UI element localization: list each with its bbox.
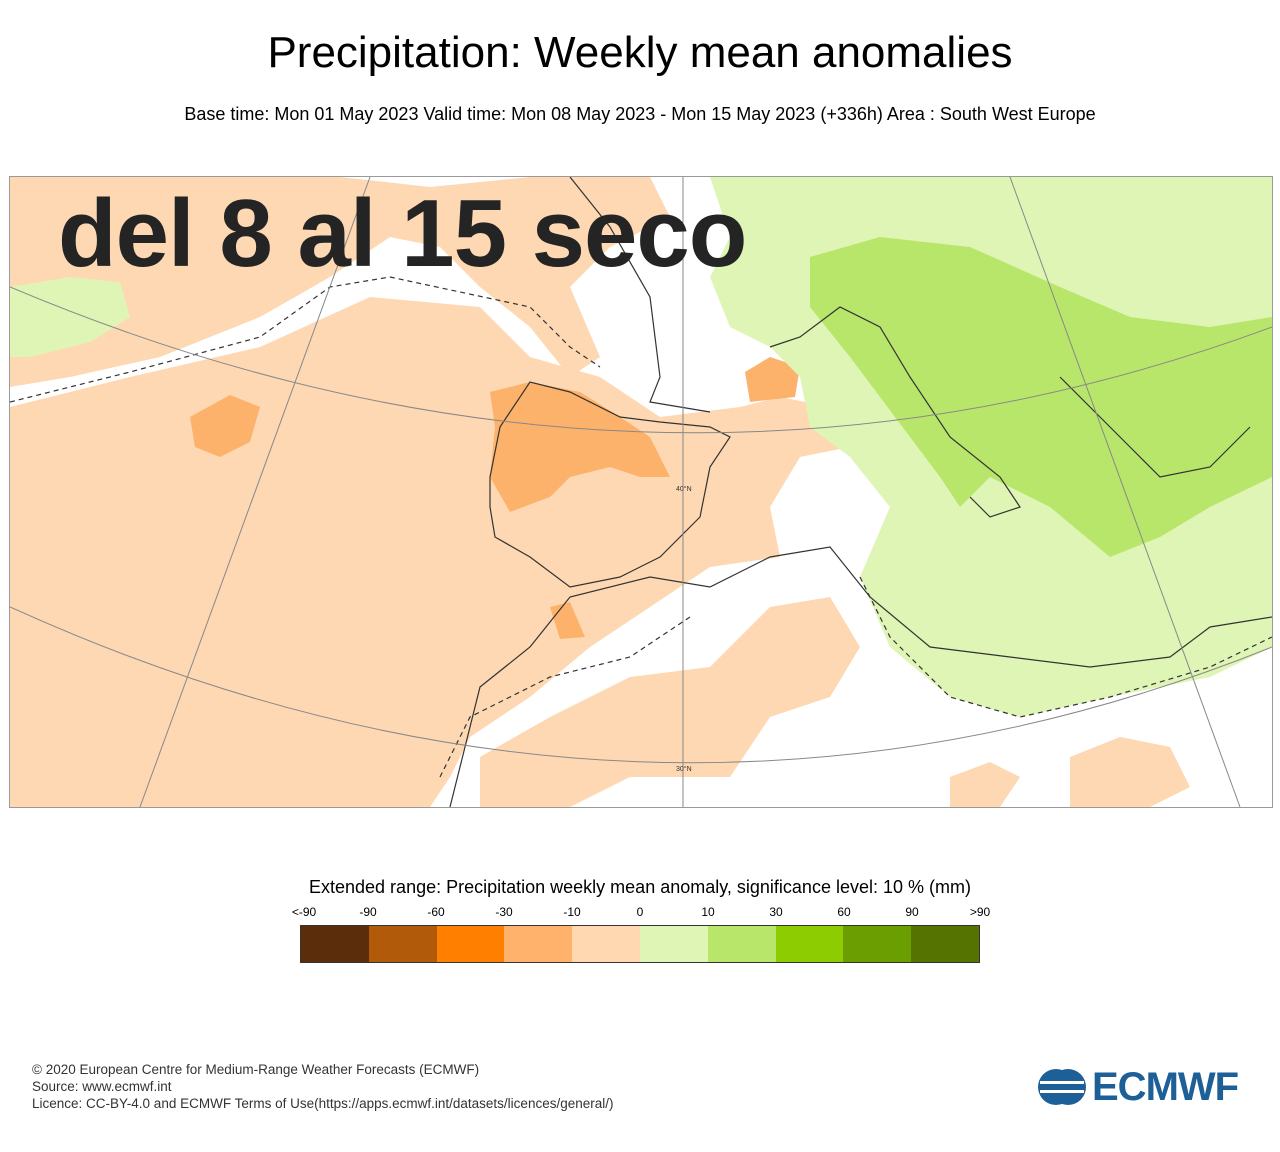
copyright-line: © 2020 European Centre for Medium-Range … bbox=[32, 1062, 480, 1077]
source-line: Source: www.ecmwf.int bbox=[32, 1079, 172, 1094]
chart-title: Precipitation: Weekly mean anomalies bbox=[267, 28, 1013, 77]
color-scale-swatch bbox=[707, 926, 776, 962]
lat-label-30n: 30°N bbox=[676, 765, 692, 773]
legend-tick: <-90 bbox=[291, 905, 317, 919]
ecmwf-logo-icon bbox=[1038, 1069, 1086, 1105]
legend-tick: 0 bbox=[636, 905, 644, 919]
moderate-wet-region bbox=[810, 237, 1272, 557]
color-scale-swatch bbox=[775, 926, 844, 962]
dry-anomaly-region bbox=[10, 177, 670, 387]
color-scale-swatch bbox=[911, 926, 979, 962]
legend-tick: -60 bbox=[427, 905, 445, 919]
licence-line: Licence: CC-BY-4.0 and ECMWF Terms of Us… bbox=[32, 1096, 614, 1111]
legend-title: Extended range: Precipitation weekly mea… bbox=[309, 877, 971, 897]
dry-anomaly-region bbox=[1070, 737, 1190, 807]
legend-tick: 30 bbox=[769, 905, 783, 919]
color-scale-swatch bbox=[843, 926, 912, 962]
legend-tick: 10 bbox=[701, 905, 715, 919]
legend-tick: 60 bbox=[837, 905, 851, 919]
significance-contours bbox=[10, 276, 1272, 778]
dry-anomaly-region bbox=[950, 762, 1020, 807]
graticule bbox=[10, 177, 1272, 807]
color-scale-swatch bbox=[436, 926, 505, 962]
legend-tick: 90 bbox=[905, 905, 919, 919]
anomaly-map: 40°N 30°N del 8 al 15 seco bbox=[9, 176, 1273, 808]
logo-text: ECMWF bbox=[1092, 1064, 1239, 1109]
ecmwf-logo: ECMWF bbox=[1036, 1064, 1239, 1109]
color-scale-bar bbox=[300, 925, 980, 963]
legend-tick: -30 bbox=[495, 905, 513, 919]
wet-anomaly-region bbox=[10, 277, 130, 357]
chart-subtitle: Base time: Mon 01 May 2023 Valid time: M… bbox=[184, 104, 1096, 124]
coastlines bbox=[449, 177, 1272, 807]
color-scale-swatch bbox=[368, 926, 437, 962]
legend-tick: -10 bbox=[563, 905, 581, 919]
color-scale-swatch bbox=[639, 926, 708, 962]
footer-credits: © 2020 European Centre for Medium-Range … bbox=[32, 1061, 614, 1112]
color-scale-swatch bbox=[301, 926, 369, 962]
legend-tick: >90 bbox=[969, 905, 991, 919]
overlay-annotation: del 8 al 15 seco bbox=[58, 180, 747, 287]
map-canvas: 40°N 30°N bbox=[10, 177, 1272, 807]
moderate-dry-region bbox=[190, 395, 260, 457]
moderate-dry-region bbox=[745, 357, 800, 402]
lat-label-40n: 40°N bbox=[676, 485, 692, 493]
color-scale-swatch bbox=[572, 926, 640, 962]
legend-tick: -90 bbox=[359, 905, 377, 919]
color-scale-swatch bbox=[504, 926, 573, 962]
legend-ticks: <-90 -90 -60 -30 -10 0 10 30 60 90 >90 bbox=[270, 905, 1010, 921]
moderate-dry-region bbox=[490, 382, 670, 512]
dry-anomaly-region bbox=[480, 597, 860, 807]
